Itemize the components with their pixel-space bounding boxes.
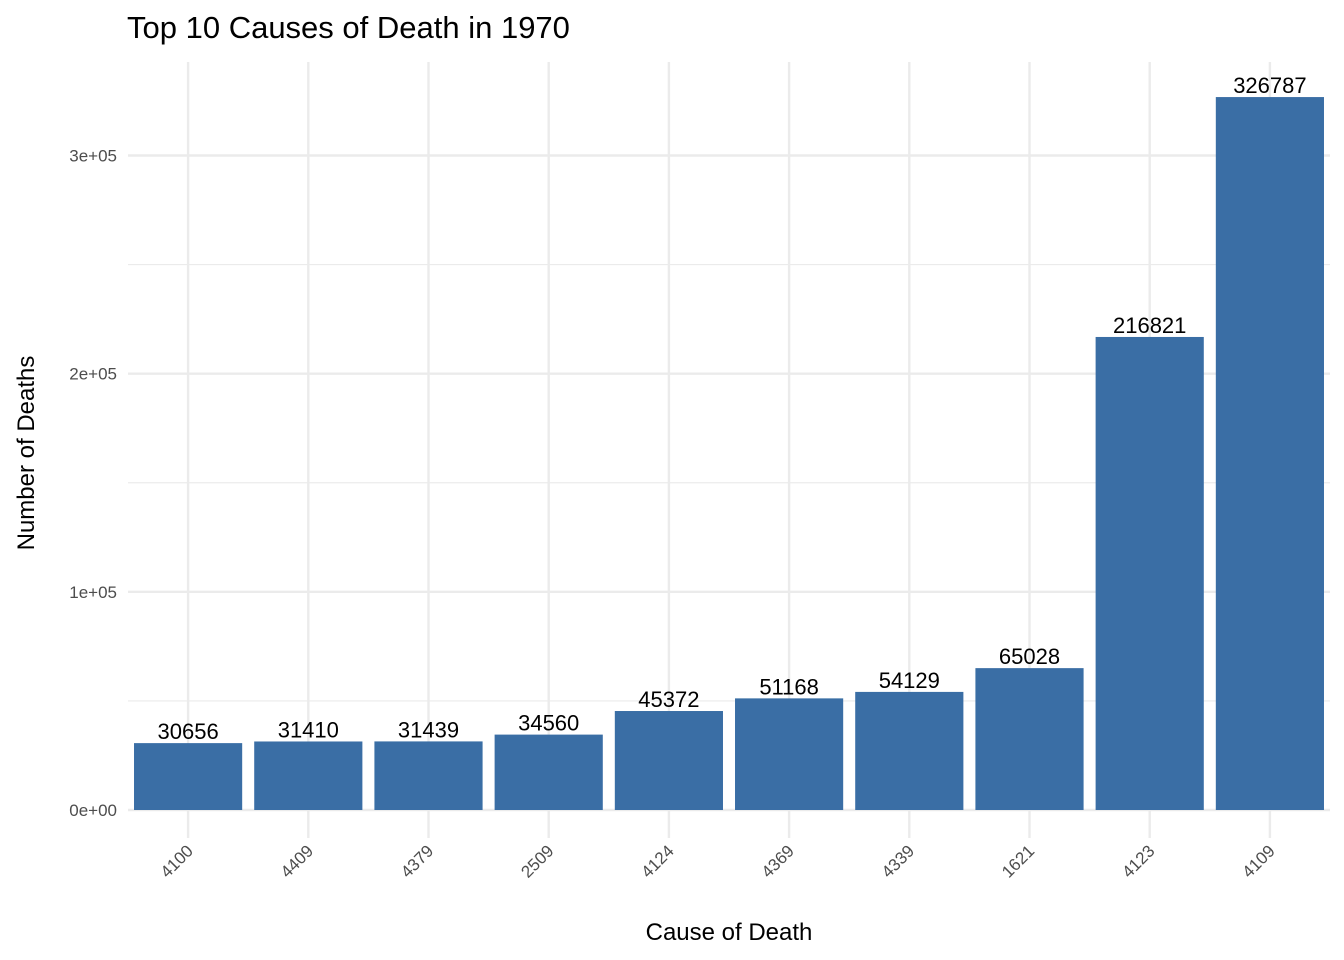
data-label: 216821 bbox=[1113, 313, 1186, 338]
bar bbox=[975, 668, 1084, 810]
x-tick-label: 4124 bbox=[638, 841, 678, 881]
x-tick-label: 2509 bbox=[517, 841, 557, 881]
chart-title: Top 10 Causes of Death in 1970 bbox=[127, 10, 570, 45]
data-label: 65028 bbox=[999, 644, 1060, 669]
data-label: 31439 bbox=[398, 717, 459, 742]
y-axis-ticks: 0e+00 1e+05 2e+05 3e+05 bbox=[69, 147, 117, 821]
bar bbox=[254, 741, 363, 810]
data-label: 45372 bbox=[638, 687, 699, 712]
bar bbox=[134, 743, 243, 810]
bar bbox=[374, 741, 483, 810]
data-label: 31410 bbox=[278, 717, 339, 742]
x-tick-label: 4109 bbox=[1239, 841, 1279, 881]
x-axis-ticks: 4100 4409 4379 2509 4124 4369 4339 1621 4123 4109 bbox=[157, 841, 1279, 881]
data-label: 54129 bbox=[879, 668, 940, 693]
bar bbox=[735, 698, 844, 810]
bar bbox=[1215, 97, 1324, 810]
bar bbox=[1095, 336, 1204, 810]
data-labels: 30656 31410 31439 34560 45372 51168 54129 65028… bbox=[158, 73, 1307, 744]
bar bbox=[494, 734, 603, 810]
bar bbox=[855, 691, 964, 810]
y-axis-label: Number of Deaths bbox=[13, 356, 40, 551]
x-tick-label: 4409 bbox=[277, 841, 317, 881]
x-tick-label: 4339 bbox=[878, 841, 918, 881]
data-label: 30656 bbox=[158, 719, 219, 744]
data-label: 34560 bbox=[518, 711, 579, 736]
y-tick-label: 2e+05 bbox=[69, 365, 117, 384]
bars bbox=[134, 97, 1324, 810]
x-tick-label: 1621 bbox=[998, 841, 1038, 881]
y-tick-label: 1e+05 bbox=[69, 583, 117, 602]
x-tick-label: 4379 bbox=[397, 841, 437, 881]
x-tick-label: 4100 bbox=[157, 841, 197, 881]
x-axis-label: Cause of Death bbox=[646, 919, 813, 946]
x-tick-label: 4123 bbox=[1118, 841, 1158, 881]
y-tick-label: 3e+05 bbox=[69, 147, 117, 166]
gridlines bbox=[128, 62, 1330, 838]
data-label: 51168 bbox=[759, 674, 819, 699]
data-label: 326787 bbox=[1233, 73, 1306, 98]
y-tick-label: 0e+00 bbox=[69, 801, 117, 820]
x-tick-label: 4369 bbox=[758, 841, 798, 881]
bar bbox=[614, 711, 723, 810]
